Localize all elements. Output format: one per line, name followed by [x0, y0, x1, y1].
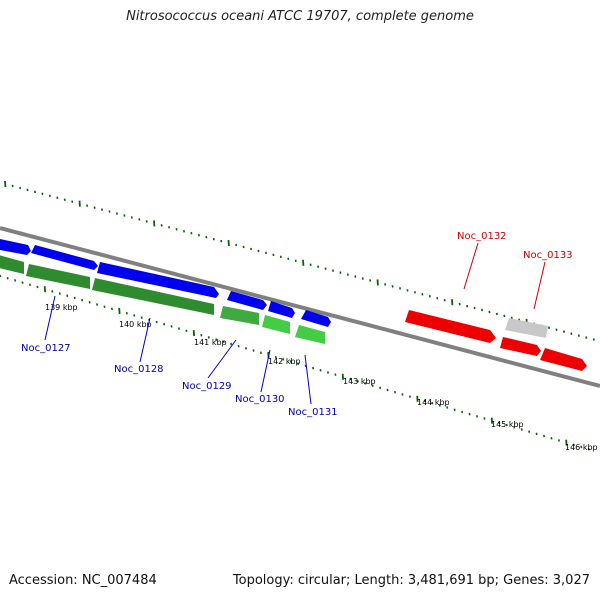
gene-labels: Noc_0127 Noc_0128 Noc_0129 Noc_0130 Noc_…	[21, 231, 573, 418]
scale-label: 146 kbp	[565, 443, 598, 452]
gene-arrow[interactable]	[301, 310, 331, 327]
gene-arrow[interactable]	[505, 318, 548, 338]
gene-arrow[interactable]	[268, 301, 295, 318]
gene-arrow[interactable]	[31, 245, 98, 270]
gene-arrow[interactable]	[97, 262, 219, 298]
scale-label: 143 kbp	[343, 377, 376, 386]
forward-genes	[0, 238, 331, 327]
scale-label: 145 kbp	[491, 420, 524, 429]
gene-label-noc-0133[interactable]: Noc_0133	[523, 250, 573, 261]
gene-arrow[interactable]	[262, 315, 290, 334]
backbone-line	[0, 226, 600, 388]
leader-lines	[44, 242, 546, 405]
gene-arrow[interactable]	[0, 254, 24, 274]
scale-label: 140 kbp	[119, 320, 152, 329]
gene-arrow[interactable]	[92, 278, 214, 315]
gene-label-noc-0127[interactable]: Noc_0127	[21, 343, 71, 354]
inner-ruler	[0, 274, 590, 451]
scale-label: 141 kbp	[194, 338, 227, 347]
gene-label-noc-0130[interactable]: Noc_0130	[235, 394, 285, 405]
scale-labels: 139 kbp 140 kbp 141 kbp 142 kbp 143 kbp …	[45, 303, 598, 452]
reverse-genes	[0, 254, 325, 344]
gene-label-noc-0128[interactable]: Noc_0128	[114, 364, 164, 375]
scale-label: 142 kbp	[268, 357, 301, 366]
scale-label: 139 kbp	[45, 303, 78, 312]
gene-arrow[interactable]	[26, 264, 90, 289]
gene-arrow[interactable]	[405, 310, 496, 343]
map-title: Nitrosococcus oceani ATCC 19707, complet…	[126, 9, 474, 24]
accession-text: Accession: NC_007484	[9, 573, 157, 588]
gene-label-noc-0132[interactable]: Noc_0132	[457, 231, 507, 242]
genome-summary-text: Topology: circular; Length: 3,481,691 bp…	[232, 573, 590, 588]
gene-label-noc-0131[interactable]: Noc_0131	[288, 407, 338, 418]
gene-arrow[interactable]	[500, 337, 541, 356]
gene-arrow[interactable]	[0, 238, 31, 255]
highlighted-genes	[405, 310, 587, 371]
gene-label-noc-0129[interactable]: Noc_0129	[182, 381, 232, 392]
scale-label: 144 kbp	[417, 398, 450, 407]
gene-arrow[interactable]	[295, 325, 325, 344]
gene-arrow[interactable]	[540, 348, 587, 371]
gene-arrow[interactable]	[220, 306, 259, 325]
gene-arrow[interactable]	[227, 291, 267, 310]
